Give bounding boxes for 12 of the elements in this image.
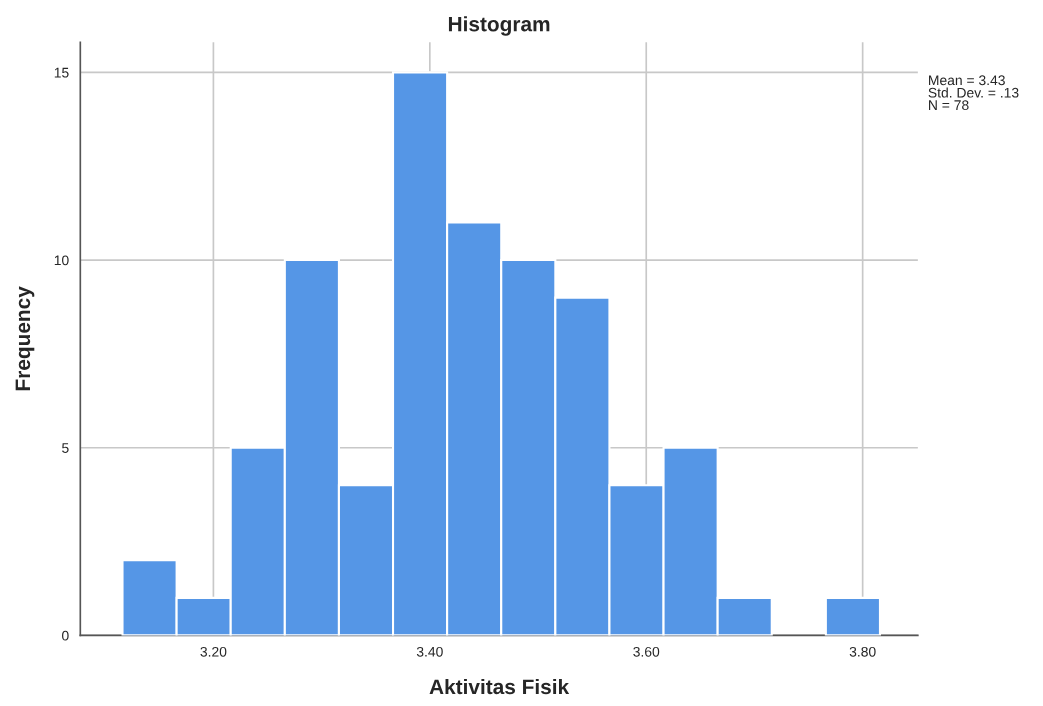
x-axis-title: Aktivitas Fisik	[429, 678, 570, 695]
y-tick-label: 15	[54, 67, 69, 78]
x-tick-label: 3.60	[633, 646, 660, 657]
x-tick-label: 3.40	[416, 646, 443, 657]
text: Mean = 3.43 Std. Dev. = .13 N = 78	[928, 75, 1019, 111]
chart-title: Histogram	[448, 16, 550, 36]
y-tick-label: 10	[54, 255, 69, 266]
y-axis-title: Frequency	[15, 286, 35, 391]
x-tick-label: 3.20	[200, 646, 227, 657]
y-tick-label: 5	[62, 443, 69, 453]
x-tick-label: 3.80	[849, 646, 876, 657]
y-tick-label: 0	[62, 630, 69, 641]
